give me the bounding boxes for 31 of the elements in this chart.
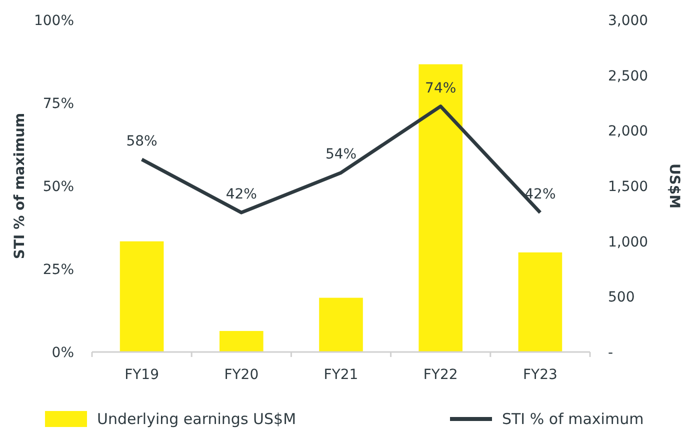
x-tick-label: FY19 (124, 367, 160, 383)
x-tick-label: FY21 (324, 367, 358, 383)
y-tick-label: 50% (42, 179, 74, 195)
y2-tick-label: 2,500 (608, 68, 648, 84)
y-tick-label: 0% (52, 345, 74, 361)
y2-tick-label: 1,000 (608, 234, 648, 250)
data-label: 54% (325, 146, 357, 163)
y2-tick-label: - (608, 345, 614, 361)
y2-tick-label: 2,000 (608, 124, 648, 140)
x-tick-label: FY22 (423, 367, 458, 383)
bar (120, 241, 164, 352)
data-label: 58% (126, 133, 158, 150)
data-label: 42% (226, 186, 257, 203)
y2-tick-label: 3,000 (608, 13, 648, 29)
y2-tick-label: 1,500 (608, 179, 648, 195)
legend-label: STI % of maximum (502, 410, 644, 428)
y2-tick-label: 500 (608, 290, 635, 306)
x-tick-label: FY20 (224, 367, 259, 383)
legend-label: Underlying earnings US$M (97, 410, 296, 428)
y-tick-label: 25% (42, 262, 74, 278)
data-label: 42% (524, 186, 556, 203)
y-tick-label: 100% (34, 13, 74, 29)
y-axis-title: STI % of maximum (12, 112, 28, 260)
data-label: 74% (425, 80, 456, 96)
bar (319, 298, 363, 352)
bar (418, 64, 463, 352)
x-tick-label: FY23 (522, 367, 558, 383)
y-tick-label: 75% (42, 96, 74, 112)
bar (219, 330, 264, 352)
bar (518, 252, 562, 352)
y2-axis-title: US$M (666, 163, 682, 209)
